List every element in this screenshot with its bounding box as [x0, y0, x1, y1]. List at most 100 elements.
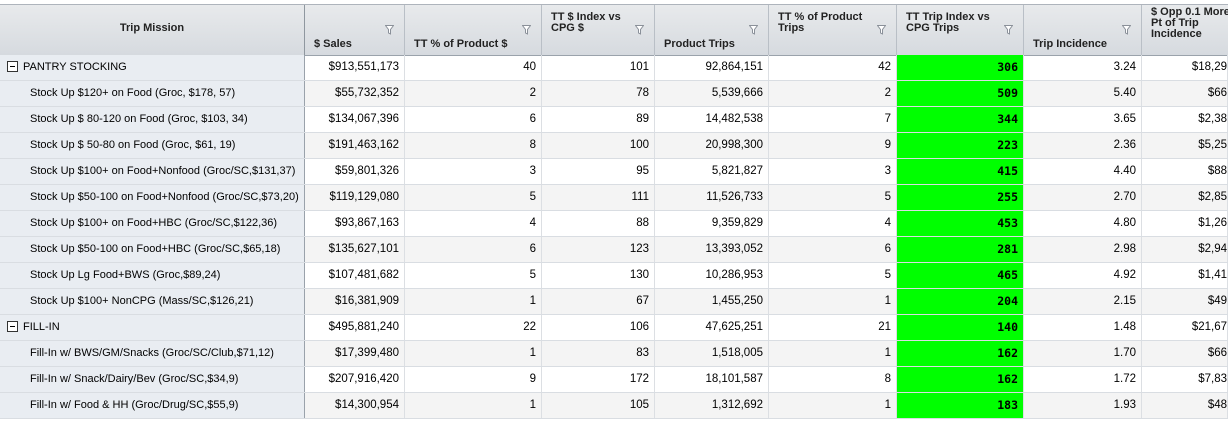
sales-cell: $55,732,352 [305, 81, 405, 106]
pct-product-cell: 22 [405, 315, 542, 340]
sales-cell: $207,916,420 [305, 367, 405, 392]
filter-icon[interactable] [877, 25, 886, 35]
group-row[interactable]: FILL-IN $495,881,240 22 106 47,625,251 21 140 1… [0, 315, 1228, 341]
trip-mission-cell: Stock Up Lg Food+BWS (Groc,$89,24) [0, 263, 305, 288]
trip-mission-cell: Stock Up $100+ on Food+Nonfood (Groc/SC,… [0, 159, 305, 184]
filter-icon[interactable] [635, 25, 644, 35]
column-header-tt-index-cpg[interactable]: TT $ Index vs CPG $ [542, 5, 655, 55]
table-row[interactable]: Fill-In w/ Snack/Dairy/Bev (Groc/SC,$34,… [0, 367, 1228, 393]
trip-mission-cell: Fill-In w/ BWS/GM/Snacks (Groc/SC/Club,$… [0, 341, 305, 366]
trip-index-cell: 140 [897, 315, 1024, 340]
pct-product-cell: 5 [405, 263, 542, 288]
pct-product-cell: 6 [405, 107, 542, 132]
index-cpg-cell: 89 [542, 107, 655, 132]
column-header-opp[interactable]: $ Opp 0.1 More Pt of Trip Incidence [1142, 5, 1228, 55]
opp-cell: $48 [1142, 393, 1228, 418]
column-header-trip-mission[interactable]: Trip Mission [0, 5, 305, 55]
incidence-cell: 1.93 [1024, 393, 1142, 418]
index-cpg-cell: 172 [542, 367, 655, 392]
column-header-label: TT % of Product $ [414, 38, 508, 50]
trip-mission-cell: Fill-In w/ Snack/Dairy/Bev (Groc/SC,$34,… [0, 367, 305, 392]
table-row[interactable]: Stock Up $120+ on Food (Groc, $178, 57) $… [0, 81, 1228, 107]
trips-cell: 1,518,005 [655, 341, 769, 366]
pct-trips-cell: 5 [769, 185, 897, 210]
opp-cell: $66 [1142, 341, 1228, 366]
trips-cell: 1,455,250 [655, 289, 769, 314]
trip-index-cell: 162 [897, 341, 1024, 366]
sales-cell: $14,300,954 [305, 393, 405, 418]
sales-cell: $119,129,080 [305, 185, 405, 210]
table-row[interactable]: Stock Up $ 50-80 on Food (Groc, $61, 19)… [0, 133, 1228, 159]
table-row[interactable]: Stock Up $ 80-120 on Food (Groc, $103, 3… [0, 107, 1228, 133]
table-row[interactable]: Stock Up $50-100 on Food+HBC (Groc/SC,$6… [0, 237, 1228, 263]
pct-product-cell: 8 [405, 133, 542, 158]
index-cpg-cell: 67 [542, 289, 655, 314]
pct-trips-cell: 1 [769, 289, 897, 314]
pct-product-cell: 1 [405, 289, 542, 314]
opp-cell: $1,41 [1142, 263, 1228, 288]
incidence-cell: 1.72 [1024, 367, 1142, 392]
pct-trips-cell: 21 [769, 315, 897, 340]
column-header-trip-incidence[interactable]: Trip Incidence [1024, 5, 1142, 55]
opp-cell: $1,26 [1142, 211, 1228, 236]
index-cpg-cell: 101 [542, 55, 655, 80]
pct-trips-cell: 42 [769, 55, 897, 80]
column-header-tt-pct-product[interactable]: TT % of Product $ [405, 5, 542, 55]
column-header-label: Trip Mission [119, 22, 185, 34]
column-header-label: Product Trips [664, 38, 735, 50]
sales-cell: $16,381,909 [305, 289, 405, 314]
pct-trips-cell: 4 [769, 211, 897, 236]
pct-trips-cell: 6 [769, 237, 897, 262]
table-row[interactable]: Fill-In w/ BWS/GM/Snacks (Groc/SC/Club,$… [0, 341, 1228, 367]
filter-icon[interactable] [1004, 25, 1013, 35]
collapse-toggle-icon[interactable] [7, 321, 18, 332]
table-row[interactable]: Stock Up $100+ on Food+HBC (Groc/SC,$122… [0, 211, 1228, 237]
pct-product-cell: 1 [405, 393, 542, 418]
sales-cell: $191,463,162 [305, 133, 405, 158]
column-header-label: TT % of Product Trips [778, 11, 863, 34]
index-cpg-cell: 88 [542, 211, 655, 236]
filter-icon[interactable] [1122, 25, 1131, 35]
column-header-label: $ Sales [314, 38, 352, 50]
opp-cell: $2,85 [1142, 185, 1228, 210]
table-row[interactable]: Stock Up $100+ NonCPG (Mass/SC,$126,21) $… [0, 289, 1228, 315]
trips-cell: 47,625,251 [655, 315, 769, 340]
incidence-cell: 4.80 [1024, 211, 1142, 236]
trip-index-cell: 453 [897, 211, 1024, 236]
column-header-tt-trip-index[interactable]: TT Trip Index vs CPG Trips [897, 5, 1024, 55]
grid-header: Trip Mission $ Sales TT % of Product $ T… [0, 4, 1228, 56]
table-row[interactable]: Fill-In w/ Food & HH (Groc/Drug/SC,$55,9… [0, 393, 1228, 419]
column-header-product-trips[interactable]: Product Trips [655, 5, 769, 55]
pct-product-cell: 4 [405, 211, 542, 236]
trips-cell: 18,101,587 [655, 367, 769, 392]
pct-trips-cell: 5 [769, 263, 897, 288]
opp-cell: $18,29 [1142, 55, 1228, 80]
incidence-cell: 3.24 [1024, 55, 1142, 80]
table-row[interactable]: Stock Up Lg Food+BWS (Groc,$89,24) $107,4… [0, 263, 1228, 289]
incidence-cell: 2.15 [1024, 289, 1142, 314]
collapse-toggle-icon[interactable] [7, 61, 18, 72]
filter-icon[interactable] [749, 25, 758, 35]
group-label: PANTRY STOCKING [23, 61, 127, 73]
pct-product-cell: 40 [405, 55, 542, 80]
pct-trips-cell: 1 [769, 393, 897, 418]
trip-index-cell: 223 [897, 133, 1024, 158]
filter-icon[interactable] [385, 25, 394, 35]
table-row[interactable]: Stock Up $50-100 on Food+Nonfood (Groc/S… [0, 185, 1228, 211]
pct-trips-cell: 2 [769, 81, 897, 106]
trips-cell: 1,312,692 [655, 393, 769, 418]
sales-cell: $17,399,480 [305, 341, 405, 366]
incidence-cell: 4.40 [1024, 159, 1142, 184]
index-cpg-cell: 105 [542, 393, 655, 418]
filter-icon[interactable] [522, 25, 531, 35]
trip-mission-cell: Stock Up $50-100 on Food+Nonfood (Groc/S… [0, 185, 305, 210]
group-row[interactable]: PANTRY STOCKING $913,551,173 40 101 92,864,1… [0, 55, 1228, 81]
trips-cell: 10,286,953 [655, 263, 769, 288]
trip-mission-cell: Stock Up $ 50-80 on Food (Groc, $61, 19) [0, 133, 305, 158]
column-header-sales[interactable]: $ Sales [305, 5, 405, 55]
column-header-tt-pct-trips[interactable]: TT % of Product Trips [769, 5, 897, 55]
trip-mission-cell: PANTRY STOCKING [0, 55, 305, 80]
table-row[interactable]: Stock Up $100+ on Food+Nonfood (Groc/SC,… [0, 159, 1228, 185]
opp-cell: $49 [1142, 289, 1228, 314]
